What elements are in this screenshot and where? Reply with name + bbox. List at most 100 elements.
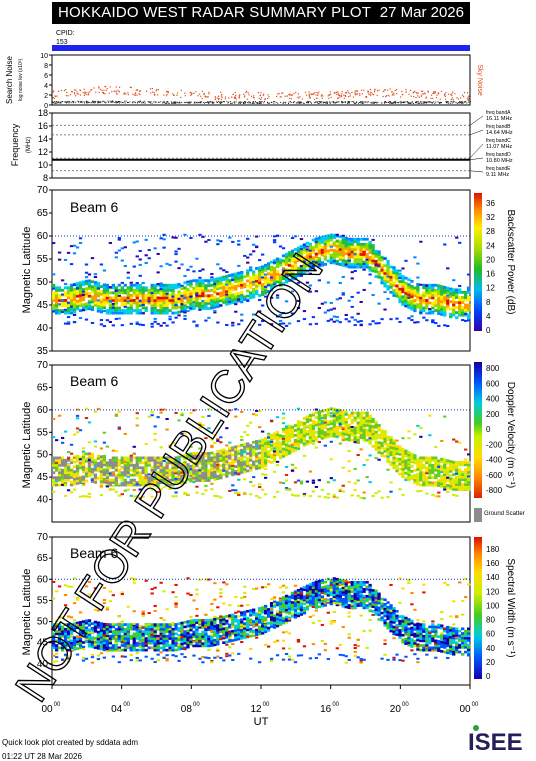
- echo-cell: [192, 476, 196, 480]
- echo-cell: [269, 288, 274, 292]
- echo-cell: [135, 306, 139, 310]
- echo-cell: [249, 451, 253, 455]
- echo-cell: [446, 267, 450, 270]
- echo-cell: [189, 459, 193, 463]
- echo-cell: [171, 311, 175, 315]
- search-noise-point: [460, 102, 462, 104]
- echo-cell: [455, 463, 459, 467]
- echo-cell: [434, 322, 438, 325]
- sky-noise-point: [462, 95, 465, 98]
- echo-cell: [165, 292, 169, 295]
- echo-cell: [341, 419, 345, 423]
- echo-cell: [362, 255, 366, 259]
- echo-cell: [401, 297, 405, 301]
- echo-cell: [183, 463, 187, 467]
- echo-cell: [150, 471, 154, 475]
- echo-cell: [150, 293, 154, 297]
- sky-noise-point: [445, 92, 447, 94]
- y-tick-label: 70: [37, 185, 49, 196]
- echo-cell: [374, 437, 378, 440]
- search-noise-point: [307, 101, 309, 103]
- echo-cell: [338, 416, 342, 420]
- echo-cell: [464, 470, 468, 474]
- echo-cell: [389, 481, 393, 484]
- velocity-ylabel: Magnetic Latitude: [21, 402, 33, 489]
- search-noise-point: [173, 101, 175, 103]
- echo-cell: [401, 460, 405, 464]
- echo-cell: [404, 452, 408, 455]
- band-value: 9.11 MHz: [486, 172, 509, 178]
- echo-cell: [467, 480, 471, 484]
- echo-cell: [464, 293, 468, 297]
- echo-cell: [108, 458, 113, 462]
- search-noise-point: [166, 102, 168, 104]
- echo-cell: [398, 292, 402, 296]
- echo-cell: [78, 632, 83, 636]
- echo-cell: [252, 288, 256, 291]
- echo-cell: [258, 259, 262, 262]
- echo-cell: [455, 460, 459, 464]
- search-noise-point: [137, 100, 139, 102]
- sky-noise-point: [290, 94, 293, 96]
- echo-cell: [198, 426, 202, 429]
- echo-cell: [132, 473, 136, 477]
- velocity-echoes: [52, 407, 471, 500]
- echo-cell: [54, 644, 59, 647]
- echo-cell: [198, 471, 202, 475]
- echo-cell: [144, 442, 148, 445]
- echo-cell: [467, 308, 471, 312]
- sky-noise-point: [89, 91, 91, 93]
- echo-cell: [269, 276, 274, 279]
- search-noise-point: [251, 102, 253, 104]
- echo-cell: [452, 293, 456, 297]
- echo-cell: [410, 300, 414, 303]
- search-noise-point: [171, 102, 173, 104]
- echo-cell: [452, 438, 456, 441]
- search-noise-point: [200, 102, 202, 104]
- echo-cell: [207, 459, 211, 463]
- echo-cell: [219, 279, 223, 282]
- sky-noise-point: [336, 97, 339, 100]
- sky-noise-point: [234, 96, 236, 98]
- echo-cell: [192, 454, 196, 458]
- sky-noise-point: [85, 92, 87, 94]
- echo-cell: [296, 254, 301, 257]
- echo-cell: [57, 641, 62, 645]
- echo-cell: [138, 483, 142, 487]
- echo-cell: [290, 445, 295, 449]
- echo-cell: [63, 623, 68, 626]
- echo-cell: [120, 286, 124, 290]
- sky-noise-point: [220, 95, 222, 97]
- search-noise-point: [306, 102, 308, 104]
- echo-cell: [452, 313, 456, 317]
- echo-cell: [371, 246, 375, 250]
- search-noise-point: [404, 101, 406, 103]
- echo-cell: [284, 273, 289, 276]
- echo-cell: [252, 280, 256, 283]
- echo-cell: [72, 298, 77, 301]
- echo-cell: [281, 247, 286, 250]
- echo-cell: [183, 297, 187, 300]
- echo-cell: [177, 455, 181, 459]
- echo-cell: [353, 263, 357, 266]
- echo-cell: [392, 281, 396, 285]
- echo-cell: [165, 461, 169, 465]
- echo-cell: [449, 290, 453, 293]
- echo-cell: [461, 460, 465, 464]
- echo-cell: [114, 473, 118, 477]
- echo-cell: [102, 296, 107, 299]
- echo-cell: [362, 463, 366, 466]
- echo-cell: [201, 284, 205, 288]
- echo-cell: [243, 275, 247, 279]
- echo-cell: [425, 312, 429, 315]
- echo-cell: [452, 311, 456, 314]
- echo-cell: [356, 247, 360, 251]
- echo-cell: [266, 436, 271, 439]
- echo-cell: [407, 475, 411, 479]
- echo-cell: [467, 288, 471, 292]
- echo-cell: [338, 423, 342, 426]
- echo-cell: [410, 292, 414, 296]
- search-noise-point: [309, 101, 311, 103]
- echo-cell: [440, 305, 444, 309]
